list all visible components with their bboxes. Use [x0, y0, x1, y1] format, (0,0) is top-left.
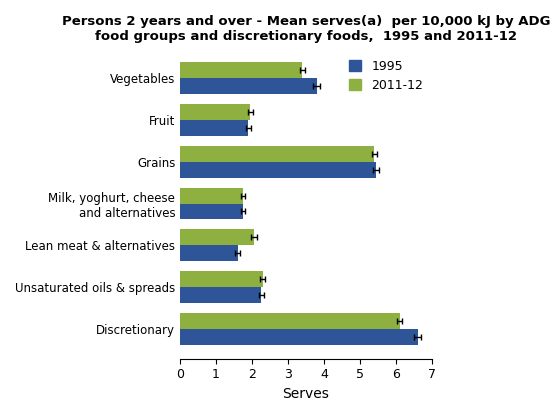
Bar — [180, 78, 317, 94]
X-axis label: Serves: Serves — [283, 387, 329, 401]
Bar — [180, 271, 263, 287]
Bar — [180, 188, 243, 203]
Bar — [180, 162, 376, 178]
Bar — [180, 329, 417, 344]
Bar — [180, 245, 238, 261]
Bar — [180, 203, 243, 219]
Bar — [180, 104, 250, 120]
Bar — [180, 146, 375, 162]
Bar — [180, 62, 302, 78]
Title: Persons 2 years and over - Mean serves(a)  per 10,000 kJ by ADG
food groups and : Persons 2 years and over - Mean serves(a… — [62, 15, 550, 43]
Bar — [180, 313, 400, 329]
Bar — [180, 287, 261, 303]
Bar — [180, 120, 249, 136]
Bar — [180, 229, 254, 245]
Legend: 1995, 2011-12: 1995, 2011-12 — [344, 54, 428, 97]
